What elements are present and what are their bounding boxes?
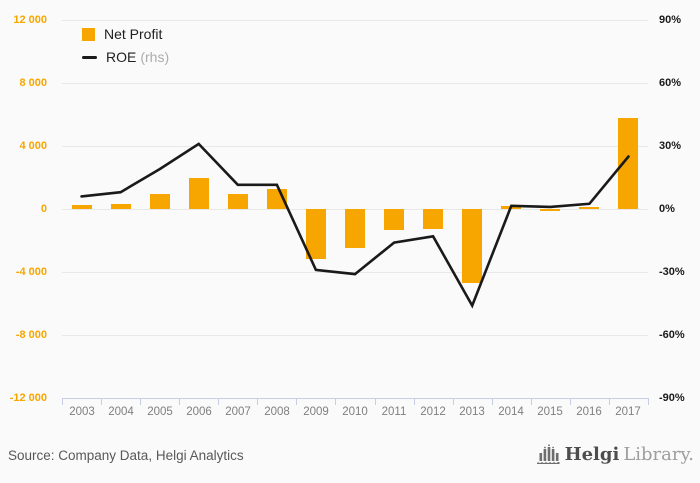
- x-axis-tick: [140, 398, 141, 405]
- net-profit-bar-2006: [189, 177, 209, 209]
- x-axis-tick: [531, 398, 532, 405]
- gridline: [62, 20, 648, 21]
- y-axis-left-label: -4 000: [15, 266, 47, 278]
- x-axis-year-label: 2016: [576, 406, 602, 418]
- x-axis-year-label: 2017: [615, 406, 641, 418]
- y-axis-right-label: 0%: [659, 203, 675, 215]
- x-axis-tick: [609, 398, 610, 405]
- x-axis-year-label: 2015: [537, 406, 563, 418]
- net-profit-bar-2017: [618, 117, 638, 209]
- net-profit-bar-2004: [111, 204, 131, 209]
- helgi-logo-icon: [536, 444, 560, 464]
- y-axis-right-label: -60%: [659, 329, 685, 341]
- gridline: [62, 146, 648, 147]
- x-axis-year-label: 2003: [69, 406, 95, 418]
- x-axis-tick: [296, 398, 297, 405]
- x-axis-year-label: 2010: [342, 406, 368, 418]
- x-axis-tick: [218, 398, 219, 405]
- net-profit-bar-2003: [72, 205, 92, 209]
- x-axis-year-label: 2007: [225, 406, 251, 418]
- legend-item-roe: ROE (rhs): [82, 49, 169, 65]
- net-profit-swatch: [82, 27, 95, 41]
- x-axis-year-label: 2014: [498, 406, 524, 418]
- y-axis-left-label: 8 000: [19, 77, 47, 89]
- net-profit-bar-2013: [462, 209, 482, 283]
- x-axis-tick: [492, 398, 493, 405]
- x-axis-tick: [101, 398, 102, 405]
- y-axis-left-label: -8 000: [15, 329, 47, 341]
- x-axis-year-label: 2006: [186, 406, 212, 418]
- x-axis-tick: [62, 398, 63, 405]
- y-axis-left-label: 0: [40, 203, 47, 215]
- net-profit-bar-2008: [267, 188, 287, 209]
- x-axis-tick: [179, 398, 180, 405]
- x-axis-year-label: 2013: [459, 406, 485, 418]
- logo-text-helgi: Helgi: [564, 444, 620, 465]
- gridline: [62, 335, 648, 336]
- logo-text-library: Library.: [623, 444, 694, 465]
- net-profit-legend-label: Net Profit: [104, 26, 163, 42]
- net-profit-bar-2005: [150, 194, 170, 209]
- legend-item-net-profit: Net Profit: [82, 26, 169, 42]
- x-axis-tick: [570, 398, 571, 405]
- net-profit-bar-2009: [306, 209, 326, 260]
- roe-line-swatch: [82, 55, 97, 59]
- y-axis-right-label: 30%: [659, 140, 682, 152]
- gridline: [62, 272, 648, 273]
- y-axis-left-label: 4 000: [19, 140, 47, 152]
- net-profit-bar-2012: [423, 209, 443, 229]
- net-profit-bar-2011: [384, 209, 404, 231]
- x-axis-tick: [414, 398, 415, 405]
- net-profit-bar-2016: [579, 206, 599, 209]
- roe-rhs-suffix: (rhs): [140, 49, 170, 65]
- net-profit-bar-2007: [228, 194, 248, 209]
- helgi-library-logo: Helgi Library.: [536, 444, 694, 466]
- source-text: Source: Company Data, Helgi Analytics: [8, 448, 244, 463]
- x-axis-tick: [375, 398, 376, 405]
- x-axis-line: [62, 398, 648, 399]
- x-axis-tick: [453, 398, 454, 405]
- roe-legend-label: ROE (rhs): [106, 49, 170, 65]
- net-profit-bar-2010: [345, 209, 365, 249]
- y-axis-right-label: 60%: [659, 77, 682, 89]
- legend: Net Profit ROE (rhs): [82, 26, 169, 65]
- x-axis-year-label: 2011: [381, 406, 407, 418]
- x-axis-year-label: 2005: [147, 406, 173, 418]
- x-axis-year-label: 2004: [108, 406, 134, 418]
- gridline: [62, 83, 648, 84]
- y-axis-left-label: -12 000: [9, 392, 47, 404]
- y-axis-left-label: 12 000: [13, 14, 47, 26]
- x-axis-year-label: 2009: [303, 406, 329, 418]
- x-axis-year-label: 2012: [420, 406, 446, 418]
- y-axis-right-label: 90%: [659, 14, 682, 26]
- x-axis-tick: [257, 398, 258, 405]
- x-axis-tick: [335, 398, 336, 405]
- x-axis-year-label: 2008: [264, 406, 290, 418]
- net-profit-bar-2014: [501, 205, 521, 209]
- y-axis-right-label: -30%: [659, 266, 685, 278]
- x-axis-tick: [648, 398, 649, 405]
- y-axis-right-label: -90%: [659, 392, 685, 404]
- net-profit-bar-2015: [540, 209, 560, 211]
